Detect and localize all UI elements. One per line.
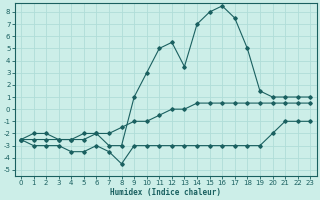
X-axis label: Humidex (Indice chaleur): Humidex (Indice chaleur)	[110, 188, 221, 197]
